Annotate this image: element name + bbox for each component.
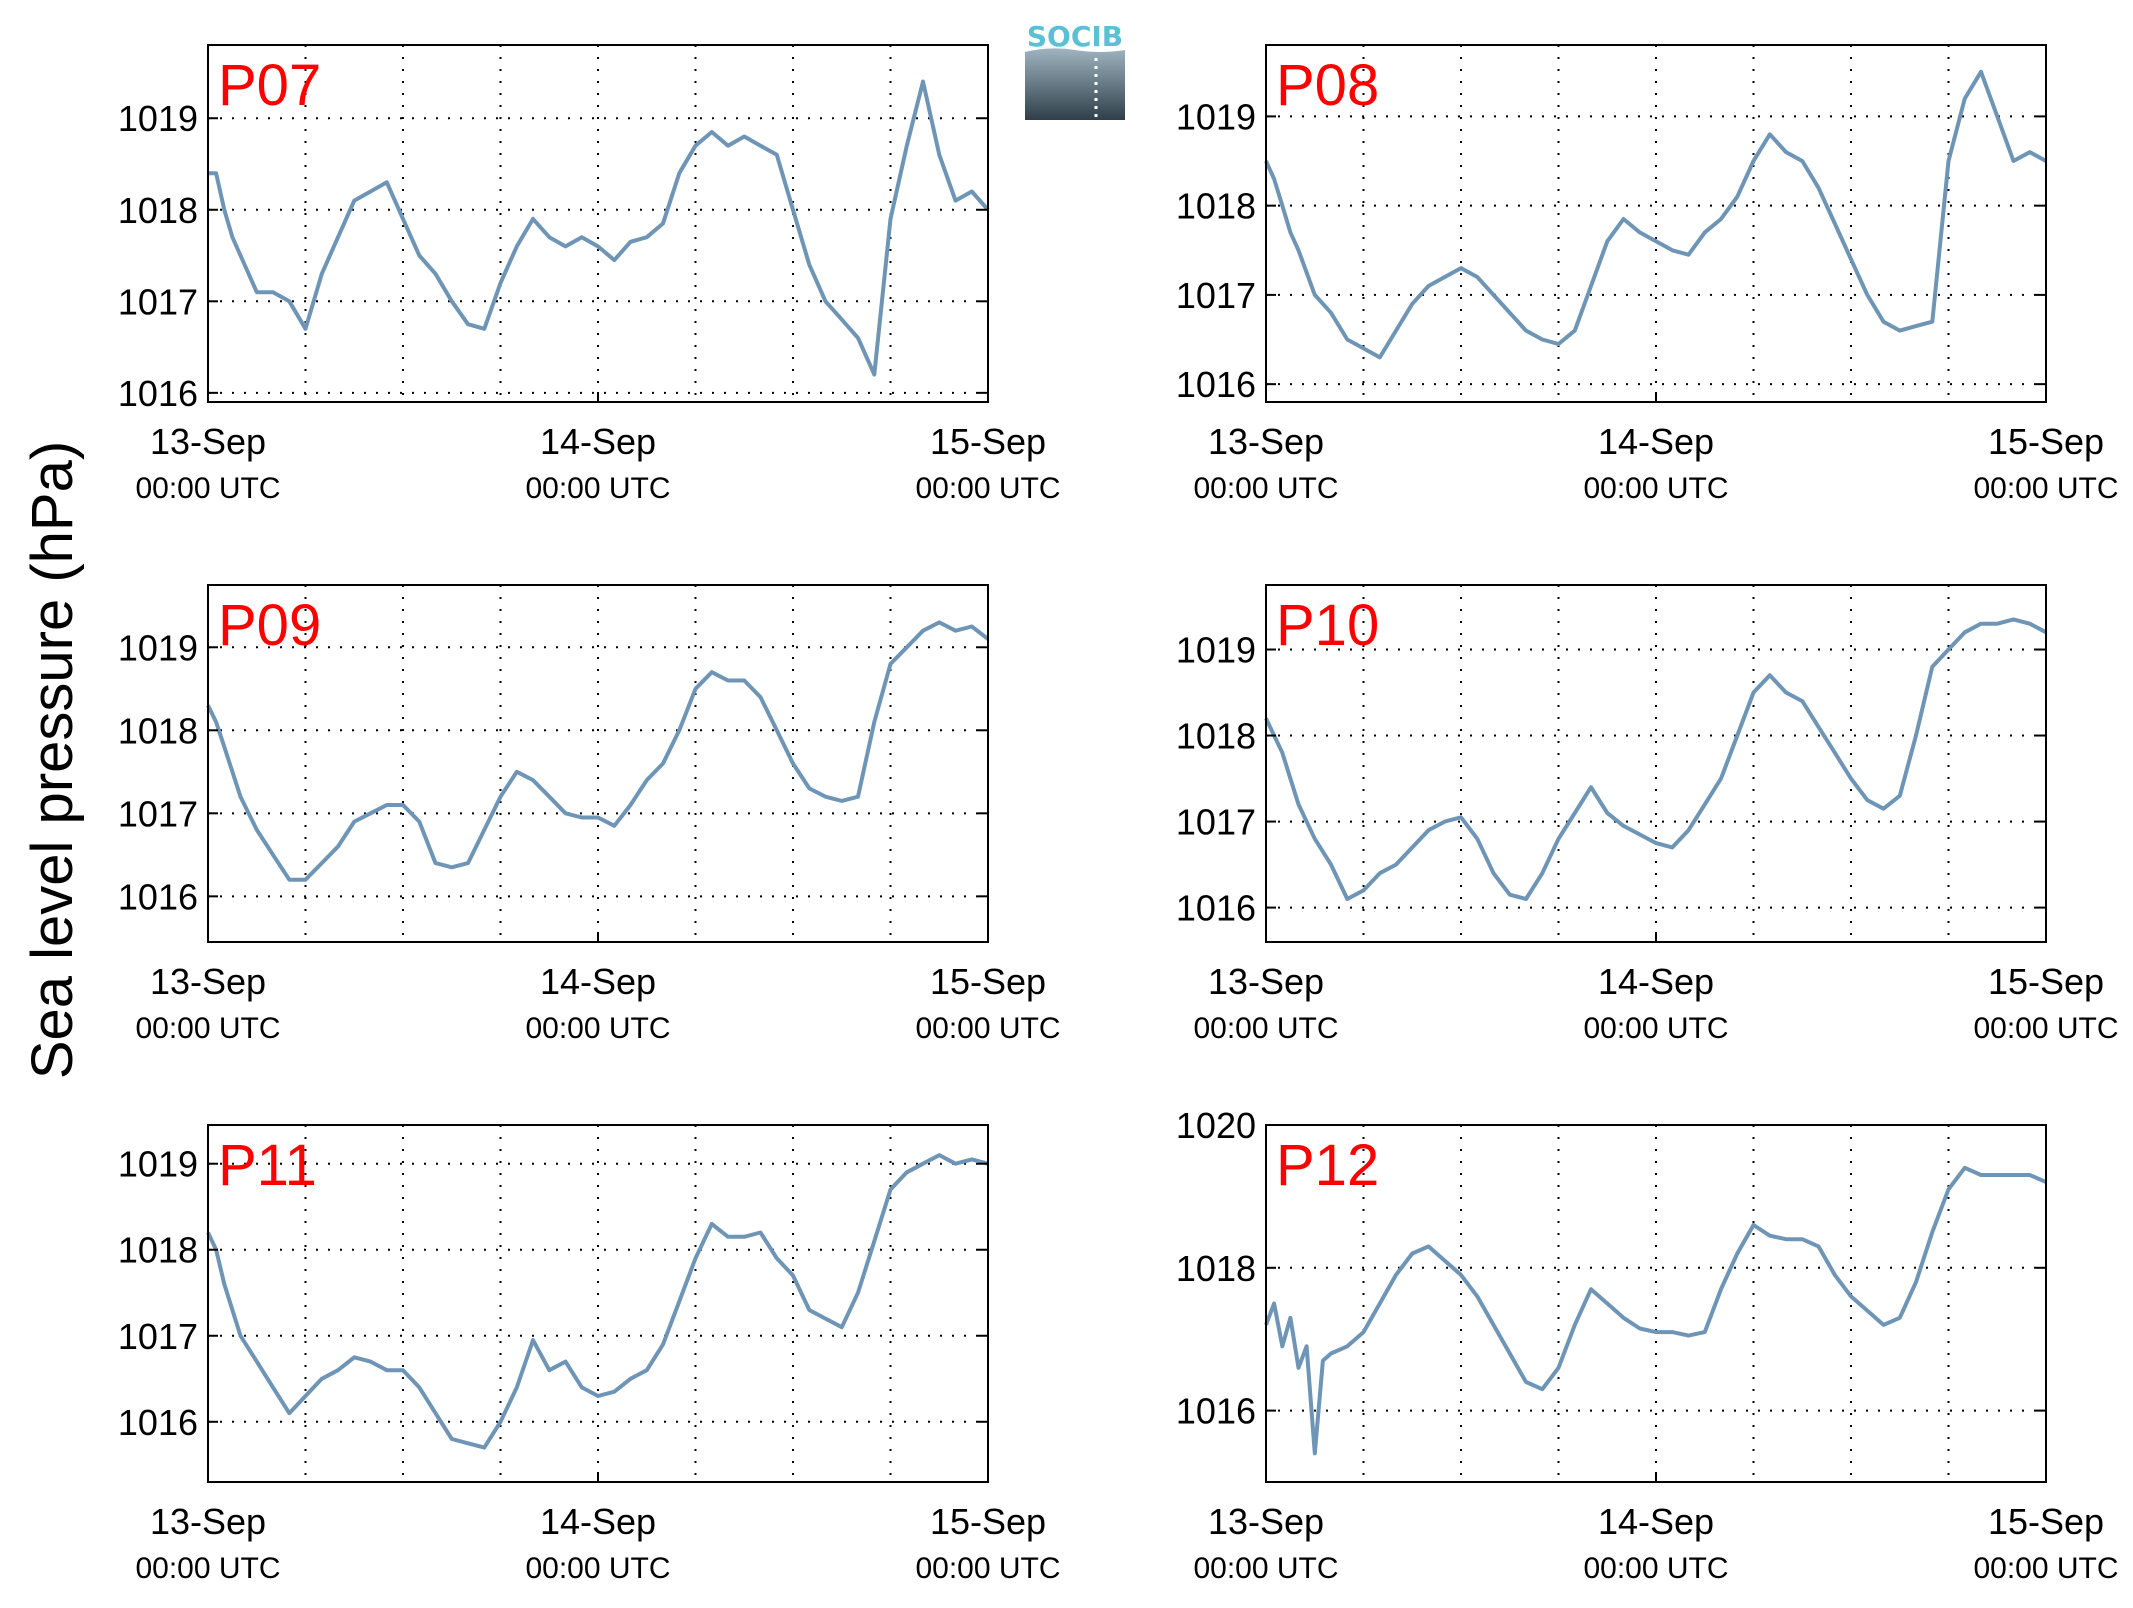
- x-tick-label-time: 00:00 UTC: [525, 1012, 670, 1045]
- x-tick-label-time: 00:00 UTC: [1193, 1012, 1338, 1045]
- x-tick-label-date: 15-Sep: [1988, 421, 2104, 462]
- y-tick-label: 1018: [1176, 716, 1256, 757]
- x-tick-label-date: 14-Sep: [540, 421, 656, 462]
- x-tick-label-time: 00:00 UTC: [915, 1552, 1060, 1585]
- panel-p08: 1016 1017 1018 1019 13-Sep 00:00 UTC 14-Sep 00:…: [1176, 44, 2119, 505]
- y-tick-label: 1017: [1176, 802, 1256, 843]
- panel-title: P10: [1276, 593, 1379, 658]
- socib-logo-wave: [1025, 48, 1125, 120]
- x-tick-label-date: 15-Sep: [930, 961, 1046, 1002]
- x-tick-label-time: 00:00 UTC: [915, 1012, 1060, 1045]
- x-tick-label-date: 15-Sep: [1988, 1501, 2104, 1542]
- series-line-p08: [1264, 69, 2047, 360]
- x-tick-label-date: 13-Sep: [1208, 1501, 1324, 1542]
- x-tick-label-date: 14-Sep: [1598, 961, 1714, 1002]
- x-tick-label-date: 13-Sep: [1208, 421, 1324, 462]
- y-tick-label: 1018: [1176, 1248, 1256, 1289]
- panel-p09: 1016 1017 1018 1019 13-Sep 00:00 UTC 14-Sep 00:…: [118, 584, 1061, 1045]
- x-tick-label-time: 00:00 UTC: [1193, 1552, 1338, 1585]
- x-tick-label-date: 14-Sep: [1598, 1501, 1714, 1542]
- y-tick-label: 1019: [118, 98, 198, 139]
- x-tick-label-time: 00:00 UTC: [1973, 1012, 2118, 1045]
- panel-title: P12: [1276, 1133, 1379, 1198]
- x-tick-label-time: 00:00 UTC: [135, 1012, 280, 1045]
- x-tick-label-date: 13-Sep: [150, 961, 266, 1002]
- panel-title: P11: [218, 1133, 317, 1198]
- panel-title: P08: [1276, 53, 1379, 118]
- x-tick-label-time: 00:00 UTC: [1973, 1552, 2118, 1585]
- socib-logo-text: SOCIB: [1027, 20, 1123, 53]
- y-tick-label: 1016: [118, 1402, 198, 1443]
- x-tick-label-time: 00:00 UTC: [135, 472, 280, 505]
- series-line-p07: [208, 79, 990, 377]
- socib-logo: SOCIB: [1025, 20, 1125, 120]
- y-tick-label: 1018: [1176, 186, 1256, 227]
- y-tick-label: 1017: [1176, 275, 1256, 316]
- x-tick-label-date: 13-Sep: [1208, 961, 1324, 1002]
- y-tick-label: 1016: [1176, 1391, 1256, 1432]
- panel-title: P07: [218, 53, 321, 118]
- panel-p07: 1016 1017 1018 1019 13-Sep 00:00 UTC 14-Sep 00:…: [118, 44, 1061, 505]
- panels: 1016 1017 1018 1019 13-Sep 00:00 UTC 14-Sep 00:…: [118, 44, 2119, 1585]
- y-tick-label: 1019: [1176, 96, 1256, 137]
- x-tick-label-date: 15-Sep: [930, 1501, 1046, 1542]
- x-tick-label-time: 00:00 UTC: [915, 472, 1060, 505]
- y-tick-label: 1018: [118, 190, 198, 231]
- y-tick-label: 1017: [118, 281, 198, 322]
- x-tick-label-time: 00:00 UTC: [525, 1552, 670, 1585]
- panel-title: P09: [218, 593, 321, 658]
- y-tick-label: 1016: [1176, 364, 1256, 405]
- y-tick-label: 1019: [1176, 630, 1256, 671]
- series-line-p09: [206, 620, 990, 882]
- panel-p12: 1016 1018 1020 13-Sep 00:00 UTC 14-Sep 00:00 U…: [1176, 1105, 2119, 1585]
- x-tick-label-time: 00:00 UTC: [1583, 1012, 1728, 1045]
- x-tick-label-time: 00:00 UTC: [1583, 472, 1728, 505]
- x-tick-label-date: 14-Sep: [540, 1501, 656, 1542]
- y-tick-label: 1017: [118, 1316, 198, 1357]
- y-tick-label: 1019: [118, 1144, 198, 1185]
- y-tick-label: 1018: [118, 710, 198, 751]
- y-tick-label: 1017: [118, 793, 198, 834]
- x-tick-label-time: 00:00 UTC: [525, 472, 670, 505]
- y-tick-label: 1016: [118, 373, 198, 414]
- series-line-p11: [206, 1153, 989, 1450]
- series-line-p12: [1264, 1165, 2047, 1456]
- y-tick-label: 1019: [118, 627, 198, 668]
- x-tick-label-time: 00:00 UTC: [135, 1552, 280, 1585]
- panel-p11: 1016 1017 1018 1019 13-Sep 00:00 UTC 14-Sep 00:…: [118, 1124, 1061, 1585]
- x-tick-label-time: 00:00 UTC: [1583, 1552, 1728, 1585]
- x-tick-label-time: 00:00 UTC: [1973, 472, 2118, 505]
- x-tick-label-time: 00:00 UTC: [1193, 472, 1338, 505]
- x-tick-label-date: 15-Sep: [930, 421, 1046, 462]
- x-tick-label-date: 14-Sep: [1598, 421, 1714, 462]
- y-tick-label: 1020: [1176, 1105, 1256, 1146]
- y-axis-label: Sea level pressure (hPa): [20, 441, 85, 1079]
- x-tick-label-date: 13-Sep: [150, 1501, 266, 1542]
- panel-p10: 1016 1017 1018 1019 13-Sep 00:00 UTC 14-Sep 00:…: [1176, 584, 2119, 1045]
- y-tick-label: 1018: [118, 1230, 198, 1271]
- y-tick-label: 1016: [118, 876, 198, 917]
- x-tick-label-date: 13-Sep: [150, 421, 266, 462]
- y-tick-label: 1016: [1176, 888, 1256, 929]
- x-tick-label-date: 14-Sep: [540, 961, 656, 1002]
- series-line-p10: [1264, 617, 2047, 901]
- x-tick-label-date: 15-Sep: [1988, 961, 2104, 1002]
